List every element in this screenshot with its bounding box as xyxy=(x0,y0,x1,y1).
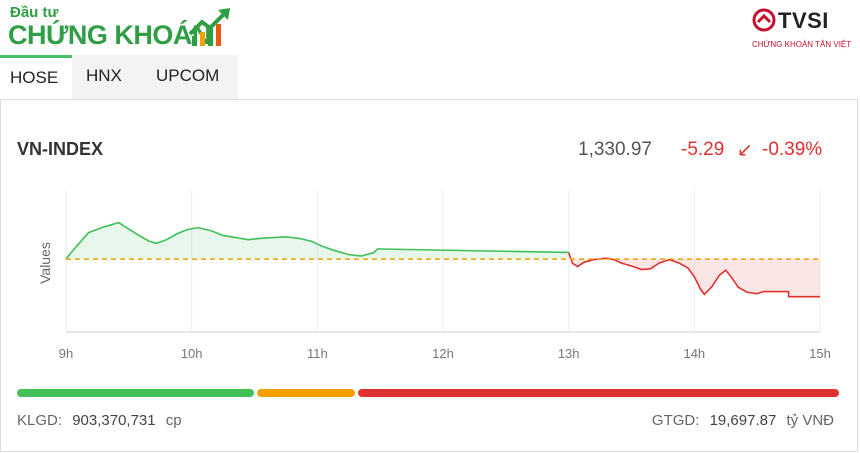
tab-upcom[interactable]: UPCOM xyxy=(140,55,238,99)
morning-series-line xyxy=(65,221,569,260)
intraday-chart: 9h 10h 11h 12h 13h 14h 15h Values xyxy=(37,190,831,361)
index-percent-change: -0.39% xyxy=(762,139,823,160)
volume-value: 903,370,731 xyxy=(72,412,156,429)
x-tick-label: 14h xyxy=(683,346,705,361)
exchange-tabs: HOSE HNX UPCOM xyxy=(0,55,238,99)
tab-hose[interactable]: HOSE xyxy=(0,55,72,99)
broker-tagline: CHỨNG KHOÁN TÂN VIỆT xyxy=(752,40,852,49)
market-breadth-bar xyxy=(17,389,839,397)
tab-hnx[interactable]: HNX xyxy=(72,55,140,99)
x-tick-label: 10h xyxy=(181,346,203,361)
broker-name: TVSI xyxy=(778,8,829,33)
down-arrow-icon: ↙ xyxy=(737,140,753,161)
value-label: GTGD: xyxy=(651,412,700,429)
value-unit: tỷ VNĐ xyxy=(786,412,834,429)
index-change: -5.29 xyxy=(681,139,725,160)
index-panel xyxy=(0,99,858,452)
brand-logo[interactable]: Đầu tư CHỨNG KHOÁN xyxy=(8,4,238,50)
unchanged-segment xyxy=(257,389,355,397)
x-tick-label: 9h xyxy=(59,346,73,361)
brand-small-text: Đầu tư xyxy=(10,4,59,21)
volume-unit: cp xyxy=(165,412,182,429)
tvsi-emblem-icon xyxy=(752,8,776,32)
x-tick-label: 11h xyxy=(307,346,328,361)
y-axis-label: Values xyxy=(37,242,53,284)
value-summary: GTGD: 19,697.87 tỷ VNĐ xyxy=(652,412,834,429)
value-amount: 19,697.87 xyxy=(709,412,777,429)
decline-segment xyxy=(357,389,839,397)
afternoon-series-line xyxy=(567,252,820,298)
x-tick-label: 12h xyxy=(432,346,454,361)
growth-chart-icon xyxy=(188,8,230,46)
volume-label: KLGD: xyxy=(17,412,63,429)
broker-logo[interactable]: TVSI CHỨNG KHOÁN TÂN VIỆT xyxy=(752,6,852,54)
brand-big-text: CHỨNG KHOÁN xyxy=(8,20,211,50)
advance-segment xyxy=(17,389,255,397)
morning-area xyxy=(66,222,569,260)
index-name: VN-INDEX xyxy=(17,139,104,159)
volume-summary: KLGD: 903,370,731 cp xyxy=(17,412,188,429)
afternoon-area xyxy=(568,252,820,297)
index-value: 1,330.97 xyxy=(578,139,652,160)
x-tick-label: 15h xyxy=(809,346,831,361)
x-tick-label: 13h xyxy=(558,346,580,361)
